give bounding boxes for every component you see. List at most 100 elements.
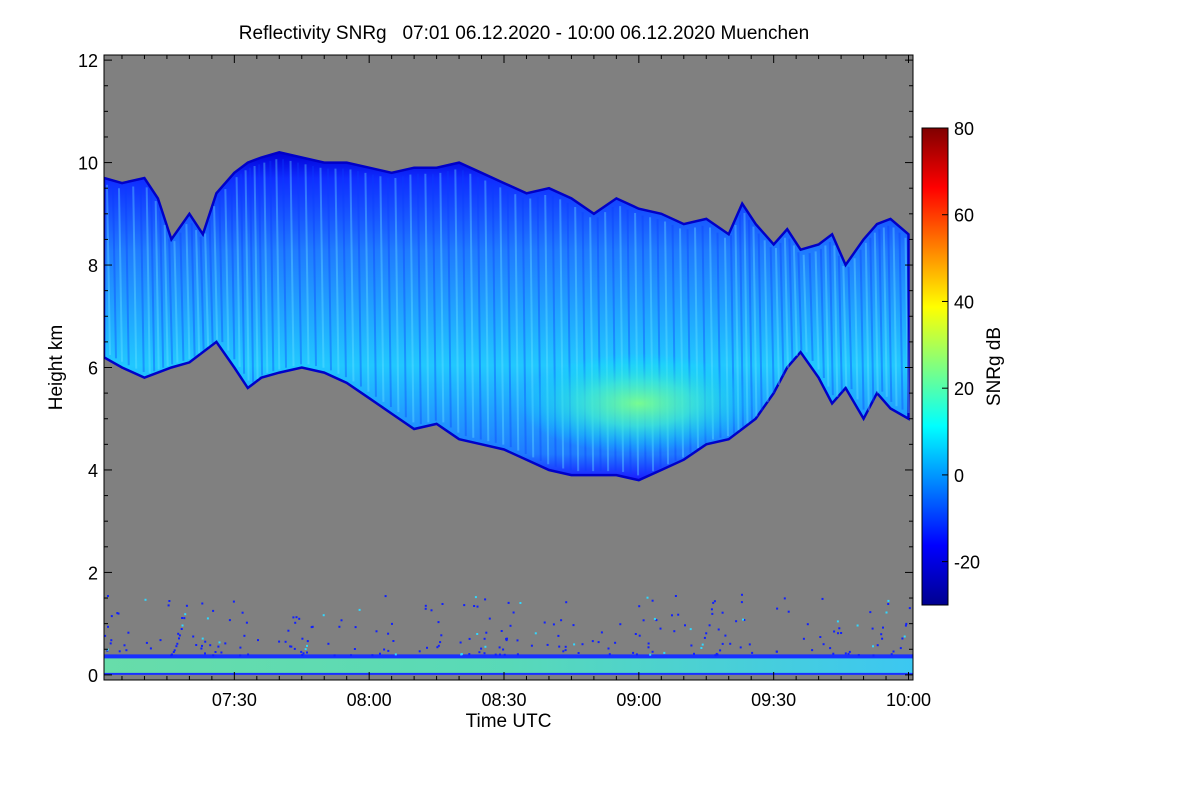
echo-dot — [181, 624, 184, 627]
echo-dot — [483, 637, 486, 640]
y-tick-label: 6 — [88, 359, 98, 379]
fall-streak — [892, 227, 898, 407]
echo-dot — [437, 621, 440, 624]
echo-dot — [509, 624, 512, 627]
fall-streak — [195, 230, 201, 354]
echo-dot — [881, 637, 884, 640]
fall-streak — [263, 162, 269, 373]
echo-dot — [705, 632, 708, 635]
fall-streak — [491, 183, 497, 443]
fall-streak — [311, 166, 317, 367]
echo-dot — [241, 611, 244, 614]
echo-dot — [565, 601, 568, 604]
echo-dot — [289, 645, 292, 648]
colorbar-tick-label: -20 — [954, 553, 980, 573]
echo-dot — [292, 616, 295, 619]
fall-streak — [506, 190, 512, 448]
echo-dot — [488, 617, 491, 620]
echo-dot — [564, 649, 567, 652]
fall-streak — [814, 251, 820, 370]
echo-dot — [856, 624, 859, 627]
fall-streak — [334, 168, 340, 374]
echo-dot — [499, 653, 501, 656]
echo-dot — [819, 636, 822, 638]
echo-dot — [516, 639, 519, 642]
fall-streak — [168, 238, 174, 365]
fall-streak — [132, 186, 138, 369]
x-tick-label: 10:00 — [886, 690, 931, 710]
echo-dot — [673, 630, 676, 633]
fall-streak — [230, 182, 236, 360]
fall-streak — [356, 171, 362, 387]
echo-dot — [204, 652, 206, 655]
echo-dot — [506, 637, 508, 640]
fall-streak — [904, 237, 910, 414]
echo-dot — [701, 643, 704, 646]
fall-streak — [249, 167, 255, 383]
fall-streak — [341, 168, 347, 378]
echo-dot — [306, 640, 309, 643]
echo-dot — [507, 601, 510, 604]
echo-dot — [180, 628, 183, 630]
fall-streak — [235, 177, 241, 367]
echo-dot — [371, 654, 374, 657]
echo-dot — [159, 639, 162, 642]
fall-streak — [797, 252, 803, 351]
echo-dot — [619, 623, 622, 626]
echo-dot — [358, 608, 361, 611]
echo-dot — [690, 644, 693, 647]
echo-dot — [713, 600, 716, 603]
echo-dot — [634, 633, 637, 635]
echo-dot — [557, 634, 560, 637]
echo-dot — [239, 646, 242, 649]
echo-dot — [908, 607, 911, 610]
echo-dot — [653, 617, 656, 620]
echo-dot — [353, 648, 356, 650]
echo-dot — [424, 607, 427, 610]
echo-dot — [821, 597, 824, 600]
echo-dot — [775, 650, 778, 653]
echo-dot — [295, 616, 298, 619]
echo-dot — [892, 650, 895, 653]
echo-dot — [463, 604, 466, 607]
echo-dot — [651, 650, 654, 653]
echo-dot — [703, 636, 706, 639]
echo-dot — [530, 644, 533, 647]
echo-dot — [468, 653, 471, 656]
echo-dot — [512, 611, 515, 614]
echo-dot — [185, 604, 188, 607]
chart-title: Reflectivity SNRg 07:01 06.12.2020 - 10:… — [239, 23, 809, 44]
echo-dot — [384, 595, 387, 598]
echo-dot — [591, 640, 594, 643]
echo-dot — [715, 652, 718, 655]
colorbar-tick-label: 80 — [954, 119, 974, 139]
echo-dot — [173, 649, 176, 652]
ground-layer — [104, 658, 913, 673]
echo-dot — [394, 653, 397, 656]
echo-dot — [478, 651, 481, 654]
echo-dot — [869, 611, 872, 614]
echo-dot — [581, 643, 584, 646]
echo-dot — [201, 602, 204, 605]
echo-dot — [107, 595, 109, 597]
fall-streak — [454, 169, 460, 433]
fall-streak — [864, 242, 870, 411]
fall-streak — [792, 245, 798, 356]
fall-streak — [163, 224, 169, 367]
echo-dot — [710, 608, 713, 611]
echo-dot — [127, 631, 130, 634]
echo-dot — [104, 634, 107, 637]
colorbar-tick-label: 20 — [954, 379, 974, 399]
echo-dot — [217, 645, 220, 648]
echo-dot — [649, 653, 652, 656]
fall-streak — [431, 173, 437, 421]
echo-dot — [177, 632, 180, 635]
echo-dot — [290, 645, 293, 648]
fall-streak — [159, 211, 165, 368]
echo-dot — [125, 649, 128, 652]
echo-dot — [145, 641, 148, 644]
fall-streak — [371, 174, 377, 397]
echo-dot — [476, 605, 479, 608]
fall-streak — [878, 229, 884, 392]
echo-dot — [505, 639, 508, 642]
